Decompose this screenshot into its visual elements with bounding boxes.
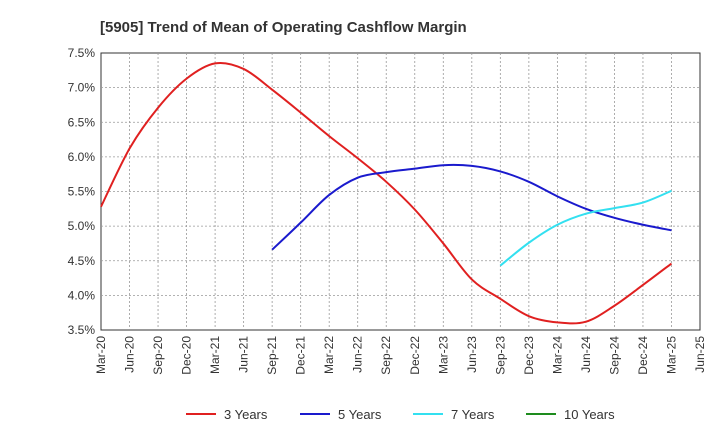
- series-line-3-years: [100, 61, 673, 325]
- x-tick-label: Dec-24: [636, 336, 650, 375]
- x-tick-label: Mar-24: [550, 336, 564, 374]
- y-tick-label: 6.5%: [68, 115, 96, 129]
- plot-area: [100, 52, 701, 331]
- x-tick-label: Jun-20: [123, 336, 137, 373]
- x-tick-label: Mar-20: [94, 336, 108, 374]
- legend-label: 10 Years: [564, 407, 615, 422]
- series-line-7-years: [499, 189, 672, 267]
- x-tick-label: Dec-21: [294, 336, 308, 375]
- y-axis-tick-labels: 3.5% 4.0% 4.5% 5.0% 5.5% 6.0% 6.5% 7.0% 7.5%: [68, 46, 96, 337]
- y-tick-label: 4.0%: [68, 288, 96, 302]
- x-tick-label: Jun-22: [351, 336, 365, 373]
- y-tick-label: 7.5%: [68, 46, 96, 60]
- x-tick-label: Jun-25: [693, 336, 707, 373]
- x-tick-label: Dec-23: [522, 336, 536, 375]
- x-tick-label: Sep-24: [607, 336, 621, 375]
- x-tick-label: Mar-22: [322, 336, 336, 374]
- series-lines: [100, 61, 673, 325]
- x-axis-tick-labels: Mar-20 Jun-20 Sep-20 Dec-20 Mar-21 Jun-21 Sep-…: [94, 336, 707, 375]
- x-tick-label: Sep-20: [151, 336, 165, 375]
- x-tick-label: Mar-21: [208, 336, 222, 374]
- x-tick-label: Sep-23: [493, 336, 507, 375]
- y-tick-label: 5.5%: [68, 185, 96, 199]
- x-tick-label: Jun-24: [579, 336, 593, 373]
- legend-label: 5 Years: [338, 407, 382, 422]
- legend: 3 Years 5 Years 7 Years 10 Years: [186, 407, 615, 422]
- legend-label: 3 Years: [224, 407, 268, 422]
- x-tick-label: Mar-25: [664, 336, 678, 374]
- y-tick-label: 3.5%: [68, 323, 96, 337]
- y-tick-label: 6.0%: [68, 150, 96, 164]
- legend-label: 7 Years: [451, 407, 495, 422]
- y-tick-label: 7.0%: [68, 81, 96, 95]
- chart-title: [5905] Trend of Mean of Operating Cashfl…: [100, 19, 467, 36]
- series-line-5-years: [271, 163, 672, 251]
- x-tick-label: Mar-23: [436, 336, 450, 374]
- y-tick-label: 4.5%: [68, 254, 96, 268]
- x-tick-label: Dec-20: [180, 336, 194, 375]
- y-tick-label: 5.0%: [68, 219, 96, 233]
- x-tick-label: Sep-21: [265, 336, 279, 375]
- x-tick-label: Jun-21: [237, 336, 251, 373]
- x-tick-label: Jun-23: [465, 336, 479, 373]
- x-tick-label: Sep-22: [379, 336, 393, 375]
- x-tick-label: Dec-22: [408, 336, 422, 375]
